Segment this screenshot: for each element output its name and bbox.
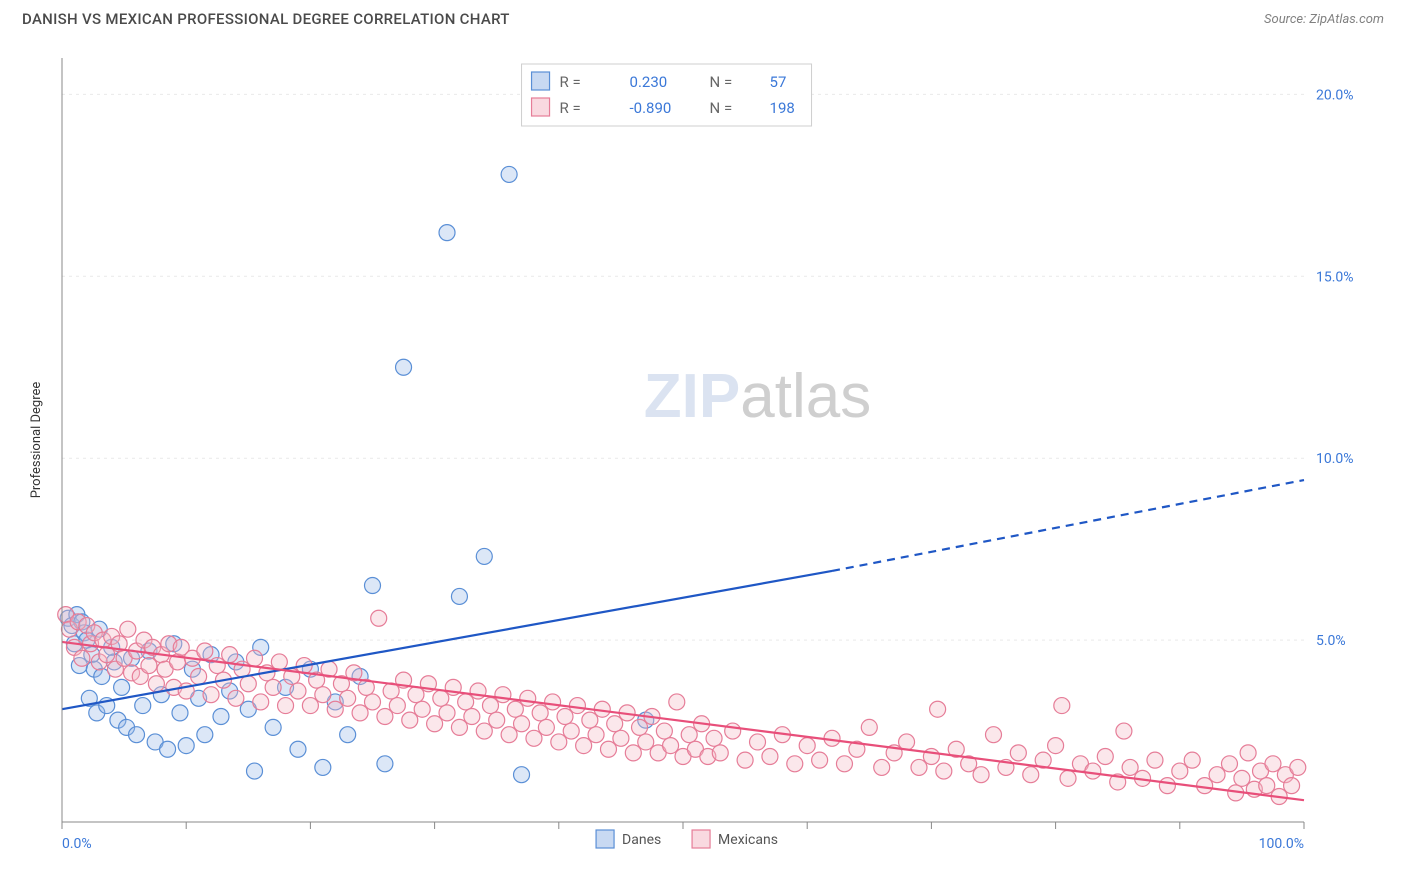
svg-text:198: 198 [770,99,795,117]
svg-text:100.0%: 100.0% [1259,836,1304,852]
svg-text:20.0%: 20.0% [1316,87,1354,103]
svg-text:Professional Degree: Professional Degree [29,382,44,499]
chart-container: ZIPatlas 0.0% 100.0% 5.0% 10.0% 15.0% 20.0% Pro… [22,40,1384,872]
svg-text:R =: R = [560,99,581,117]
svg-text:ZIPatlas: ZIPatlas [644,362,871,431]
svg-text:-0.890: -0.890 [630,99,672,117]
svg-text:Danes: Danes [622,832,661,848]
svg-text:5.0%: 5.0% [1316,633,1346,649]
svg-text:0.0%: 0.0% [62,836,92,852]
chart-header: DANISH VS MEXICAN PROFESSIONAL DEGREE CO… [0,0,1406,34]
svg-text:N =: N = [710,99,733,117]
svg-text:10.0%: 10.0% [1316,451,1354,467]
svg-text:0.230: 0.230 [630,73,668,91]
scatter-series-danes [60,166,654,782]
svg-text:Mexicans: Mexicans [718,832,778,848]
svg-text:N =: N = [710,73,733,91]
chart-title: DANISH VS MEXICAN PROFESSIONAL DEGREE CO… [22,10,510,28]
svg-text:57: 57 [770,73,787,91]
correlation-scatter-chart: ZIPatlas 0.0% 100.0% 5.0% 10.0% 15.0% 20.0% Pro… [22,40,1384,872]
chart-source: Source: ZipAtlas.com [1264,12,1384,27]
svg-text:R =: R = [560,73,581,91]
svg-text:15.0%: 15.0% [1316,269,1354,285]
